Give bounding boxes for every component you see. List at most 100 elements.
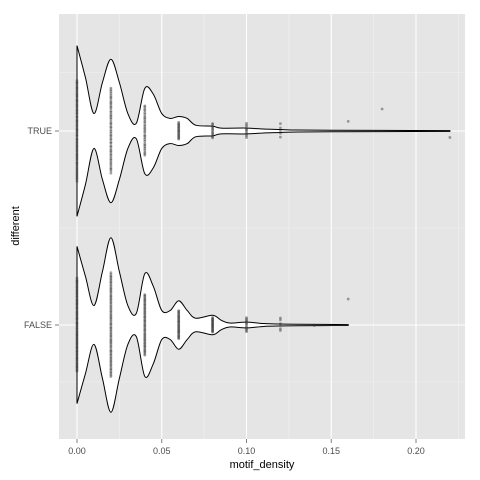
data-point [211,126,215,129]
data-point [143,123,147,127]
data-point [143,294,147,298]
data-point [177,320,181,324]
data-point [109,309,113,313]
data-point [75,309,79,313]
data-point [143,317,147,321]
data-point [75,144,79,147]
data-point [143,112,147,116]
data-point [75,325,79,328]
data-point [211,321,215,325]
data-point [75,294,79,298]
data-point [109,111,113,114]
y-axis-title: different [10,206,22,246]
data-point [245,322,248,326]
data-point [109,275,113,279]
data-point [75,124,79,128]
data-point [109,114,113,118]
data-point [75,298,79,302]
data-point [177,331,181,335]
data-point [245,121,248,125]
data-point [109,331,113,335]
data-point [75,338,79,342]
data-point [75,279,79,283]
data-point [75,313,79,316]
data-point [75,342,79,346]
data-point [143,131,147,135]
data-point [75,90,79,94]
data-point [177,133,181,137]
data-point [109,102,113,106]
data-point [75,314,79,318]
data-point [109,316,113,320]
data-point [75,335,79,339]
data-point [109,273,113,276]
data-point [109,153,113,157]
x-tick-label: 0.05 [153,446,171,456]
data-point [109,306,113,309]
data-point [75,79,79,82]
data-point [245,123,248,127]
data-point [75,321,79,325]
data-point [109,147,113,151]
data-point [75,363,79,366]
data-point [143,339,147,343]
data-point [75,166,79,169]
data-point [143,153,147,157]
data-point [177,124,181,127]
data-point [109,360,113,363]
data-point [109,328,113,332]
data-point [109,322,113,326]
data-point [75,85,79,89]
data-point [211,135,215,139]
data-point [177,135,181,139]
data-point [109,88,113,92]
data-point [143,148,147,152]
data-point [380,107,384,111]
data-point [211,320,215,324]
data-point [211,316,215,320]
data-point [211,330,215,334]
data-point [143,315,147,319]
data-point [211,123,215,126]
data-point [75,95,79,99]
data-point [245,327,248,331]
data-point [177,316,181,319]
data-point [109,274,113,278]
data-point [211,125,215,128]
data-point [109,367,113,371]
data-point [75,295,79,299]
data-point [109,297,113,300]
data-point [177,123,181,126]
data-point [143,119,147,123]
data-point [75,289,79,292]
data-point [143,332,147,336]
data-point [177,309,181,313]
data-point [177,327,181,331]
data-point [143,350,147,354]
data-point [75,126,79,130]
data-point [109,349,113,353]
data-point [75,119,79,123]
data-point [143,311,147,315]
data-point [177,334,181,338]
data-point [75,333,79,337]
data-point [143,125,147,128]
data-point [75,145,79,149]
data-point [143,331,147,335]
data-point [177,129,181,132]
data-point [143,343,147,347]
data-point [75,118,79,122]
data-point [109,280,113,284]
data-point [75,114,79,118]
data-point [279,316,282,320]
data-point [177,313,181,317]
data-point [245,134,248,138]
data-point [75,109,79,113]
data-point [143,145,147,149]
data-point [143,142,147,146]
data-point [245,321,248,324]
data-point [177,132,181,136]
data-point [75,150,79,154]
data-point [177,323,181,327]
